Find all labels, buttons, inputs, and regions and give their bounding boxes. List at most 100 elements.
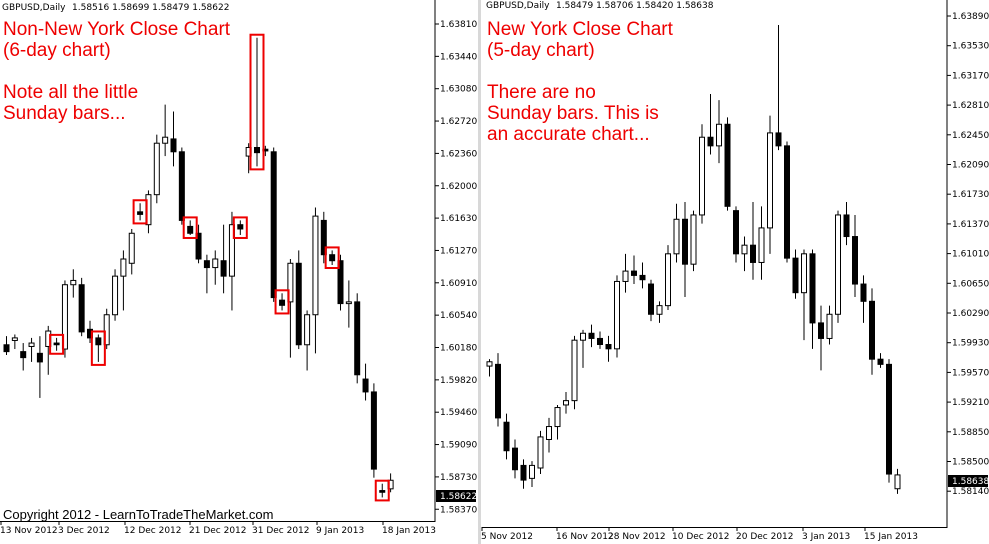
- candle: [707, 94, 714, 155]
- date-tick-label: 13 Nov 2012: [0, 526, 58, 536]
- price-tick-label: 1.59570: [952, 368, 989, 378]
- left-sunday-bar-highlights: [49, 33, 390, 502]
- candle: [11, 334, 18, 350]
- sunday-bar-box: [324, 246, 340, 269]
- right-chart-panel: GBPUSD,Daily 1.58479 1.58706 1.58420 1.5…: [481, 0, 989, 542]
- candle: [95, 334, 102, 362]
- sunday-bar-box: [182, 216, 198, 239]
- candle: [187, 220, 194, 235]
- candle: [784, 141, 790, 263]
- price-tick-label: 1.62360: [440, 149, 477, 159]
- candle: [320, 211, 327, 264]
- candle: [792, 249, 799, 299]
- date-tick-label: 28 Nov 2012: [608, 532, 666, 542]
- candle: [639, 262, 646, 289]
- candle: [886, 359, 892, 483]
- candle: [614, 275, 620, 358]
- right-last-price-badge: 1.58638: [948, 475, 989, 487]
- candle: [741, 236, 748, 272]
- candle: [563, 392, 569, 414]
- left-annotation: Non-New York Close Chart (6-day chart) N…: [3, 19, 231, 124]
- candle: [580, 329, 586, 368]
- candle: [546, 417, 552, 453]
- candle: [61, 280, 68, 358]
- right-annotation: New York Close Chart (5-day chart) There…: [487, 19, 674, 145]
- candle: [304, 310, 311, 371]
- left-chart-panel: GBPUSD,Daily 1.58516 1.58699 1.58479 1.5…: [0, 0, 477, 536]
- price-tick-label: 1.59090: [440, 441, 477, 451]
- candle: [128, 228, 135, 275]
- price-tick-label: 1.59930: [952, 339, 989, 349]
- right-candles: [486, 24, 901, 494]
- candle: [279, 293, 286, 311]
- candle: [622, 253, 629, 293]
- copyright-text: Copyright 2012 - LearnToTradeTheMarket.c…: [3, 507, 273, 522]
- date-tick-label: 20 Dec 2012: [736, 532, 794, 542]
- sunday-bar-box: [249, 33, 265, 171]
- candle: [237, 220, 244, 235]
- date-tick-label: 16 Nov 2012: [556, 532, 614, 542]
- candle: [362, 363, 369, 401]
- left-price-ticks: 1.63810 1.63440 1.63080 1.62720 1.62360 1.620…: [435, 20, 477, 515]
- candle: [212, 250, 219, 285]
- date-tick-label: 15 Jan 2013: [864, 532, 918, 542]
- candle: [826, 305, 833, 345]
- price-tick-label: 1.63080: [440, 85, 477, 95]
- sunday-bar-box: [374, 479, 390, 502]
- candle: [287, 258, 294, 358]
- candle: [801, 249, 807, 341]
- candle: [733, 206, 739, 263]
- price-tick-label: 1.62000: [440, 182, 477, 192]
- price-tick-label: 1.61270: [440, 246, 477, 256]
- candle: [203, 254, 210, 294]
- candle: [329, 250, 336, 265]
- price-tick-label: 1.62720: [440, 117, 477, 127]
- candle: [605, 335, 612, 362]
- candle: [78, 277, 85, 337]
- candle: [254, 37, 260, 167]
- candle: [673, 203, 680, 263]
- candle: [775, 24, 782, 151]
- candle: [162, 104, 169, 157]
- candle: [571, 335, 578, 410]
- price-tick-label: 1.58500: [952, 458, 989, 468]
- candle: [345, 280, 352, 328]
- candle: [36, 336, 43, 398]
- candle: [103, 308, 110, 350]
- candle: [750, 202, 756, 280]
- candle: [767, 115, 773, 254]
- price-tick-label: 1.60650: [952, 279, 989, 289]
- price-tick-label: 1.62450: [952, 131, 989, 141]
- date-tick-label: 3 Jan 2013: [802, 532, 850, 542]
- candle: [860, 275, 867, 323]
- left-header-symbol: GBPUSD,Daily: [2, 3, 66, 13]
- right-header-ohlc: 1.58479 1.58706 1.58420 1.58638: [556, 1, 714, 11]
- candle: [877, 353, 884, 368]
- price-tick-label: 1.61630: [440, 214, 477, 224]
- candle: [512, 439, 518, 479]
- price-tick-label: 1.63170: [952, 71, 989, 81]
- candle: [554, 404, 561, 440]
- candle: [228, 211, 235, 311]
- candle: [53, 337, 60, 351]
- left-annotation-line-1: Non-New York Close Chart: [3, 19, 231, 40]
- price-tick-label: 1.58370: [440, 505, 477, 515]
- date-tick-label: 21 Dec 2012: [189, 526, 247, 536]
- price-tick-label: 1.58140: [952, 487, 989, 497]
- right-annotation-line-6: an accurate chart...: [487, 124, 650, 145]
- sunday-bar-box: [274, 289, 290, 315]
- right-annotation-line-1: New York Close Chart: [487, 19, 674, 40]
- candle: [112, 269, 119, 321]
- candle: [724, 117, 731, 211]
- candle: [153, 134, 160, 204]
- price-tick-label: 1.59820: [440, 376, 477, 386]
- left-last-price-badge: 1.58622: [436, 490, 477, 502]
- candle: [337, 254, 344, 311]
- price-tick-label: 1.62810: [952, 101, 989, 111]
- candle: [70, 269, 77, 298]
- date-tick-label: 10 Dec 2012: [672, 532, 730, 542]
- sunday-bar-box: [132, 199, 148, 225]
- candle: [28, 337, 35, 362]
- date-tick-label: 31 Dec 2012: [252, 526, 310, 536]
- right-annotation-line-5: Sunday bars. This is: [487, 103, 659, 124]
